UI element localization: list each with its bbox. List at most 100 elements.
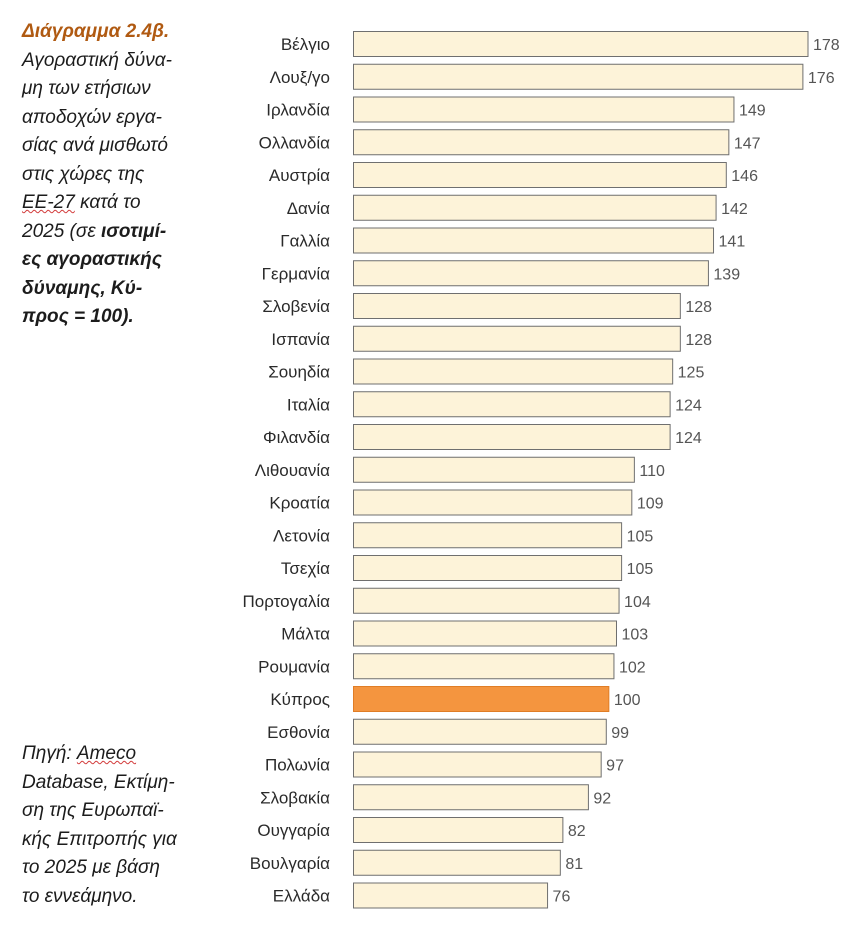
bar-24 xyxy=(353,784,589,811)
source-line: το εννεάμηνο. xyxy=(22,885,138,907)
value-label: 128 xyxy=(685,332,712,349)
value-label: 139 xyxy=(713,266,740,283)
category-label: Λουξ/γο xyxy=(270,68,330,87)
bar-13 xyxy=(353,424,671,450)
source-line: κής Επιτροπής για xyxy=(22,828,177,850)
bar-25 xyxy=(353,817,564,843)
bar-5 xyxy=(353,162,727,188)
value-label: 128 xyxy=(685,299,712,316)
caption-line: αποδοχών εργα- xyxy=(22,106,162,128)
category-label: Εσθονία xyxy=(267,723,330,742)
caption-title-prefix: Διάγραμμα xyxy=(22,21,126,42)
value-label: 97 xyxy=(606,758,624,775)
category-label: Ιταλία xyxy=(287,395,330,414)
value-label: 142 xyxy=(721,201,748,218)
caption-line: δύναμης, Κύ- xyxy=(22,277,143,299)
bar-3 xyxy=(353,96,735,123)
value-label: 99 xyxy=(611,725,629,742)
caption-line: σίας ανά μισθωτό xyxy=(22,135,168,156)
category-label: Λετονία xyxy=(273,526,330,545)
bar-26 xyxy=(353,849,561,876)
source-note: Πηγή: Ameco Database, Εκτίμη- ση της Ευρ… xyxy=(22,740,212,911)
category-label: Γερμανία xyxy=(262,264,331,283)
category-label: Λιθουανία xyxy=(255,461,330,480)
source-line: το 2025 με βάση xyxy=(22,857,160,878)
source-prefix: Πηγή: xyxy=(22,743,77,764)
value-label: 110 xyxy=(639,463,665,480)
bar-9 xyxy=(353,293,681,319)
category-label: Φιλανδία xyxy=(263,428,330,447)
chart-caption: Διάγραμμα 2.4β. Αγοραστική δύνα- μη των … xyxy=(22,18,212,332)
value-label: 178 xyxy=(813,37,840,54)
caption-title-number: 2.4β. xyxy=(125,21,170,42)
value-label: 100 xyxy=(614,692,641,709)
caption-line7-plain: 2025 (σε xyxy=(22,220,101,242)
value-label: 105 xyxy=(627,561,654,578)
caption-line: στις χώρες της xyxy=(22,163,145,185)
bar-1 xyxy=(353,31,809,57)
category-label: Κροατία xyxy=(269,494,330,513)
bar-21 xyxy=(353,686,610,712)
bar-17 xyxy=(353,555,623,581)
category-label: Σλοβακία xyxy=(260,788,330,807)
value-label: 81 xyxy=(565,856,583,873)
caption-line: ΕΕ-27 κατά το xyxy=(22,189,212,218)
category-label: Σουηδία xyxy=(268,363,330,382)
value-label: 141 xyxy=(719,234,746,251)
category-label: Μάλτα xyxy=(281,625,330,644)
category-label: Ολλανδία xyxy=(259,133,331,152)
value-label: 125 xyxy=(678,365,705,382)
category-label: Κύπρος xyxy=(270,690,330,709)
category-label: Πορτογαλία xyxy=(242,592,330,611)
value-label: 176 xyxy=(808,70,835,87)
value-label: 124 xyxy=(675,397,702,414)
source-ameco: Ameco xyxy=(76,743,137,764)
bar-7 xyxy=(353,227,715,254)
category-label: Δανία xyxy=(287,199,330,218)
value-label: 92 xyxy=(593,790,611,807)
value-label: 76 xyxy=(553,889,571,906)
value-label: 104 xyxy=(624,594,651,611)
value-label: 109 xyxy=(637,496,664,513)
category-label: Ιρλανδία xyxy=(266,101,330,120)
category-label: Ελλάδα xyxy=(273,887,330,906)
bar-20 xyxy=(353,653,615,680)
category-label: Τσεχία xyxy=(281,559,330,578)
caption-line: Αγοραστική δύνα- xyxy=(22,49,172,71)
value-label: 103 xyxy=(621,627,648,644)
category-label: Πολωνία xyxy=(265,756,330,775)
value-label: 124 xyxy=(675,430,702,447)
source-line: Πηγή: Ameco xyxy=(22,740,212,769)
caption-line7-bold: ισοτιμί- xyxy=(100,220,167,242)
bar-22 xyxy=(353,718,607,745)
value-label: 147 xyxy=(734,135,761,152)
source-line: ση της Ευρωπαϊ- xyxy=(22,800,164,821)
bar-11 xyxy=(353,358,674,385)
source-line: Database, Εκτίμη- xyxy=(22,771,175,793)
value-label: 102 xyxy=(619,659,646,676)
bar-23 xyxy=(353,751,602,778)
category-label: Βουλγαρία xyxy=(250,854,330,873)
bar-6 xyxy=(353,194,717,221)
caption-line: μη των ετήσιων xyxy=(22,78,151,99)
bar-2 xyxy=(353,63,804,90)
bar-14 xyxy=(353,456,635,483)
caption-line: ες αγοραστικής xyxy=(22,249,162,270)
category-label: Αυστρία xyxy=(269,166,330,185)
value-label: 146 xyxy=(731,168,758,185)
bar-19 xyxy=(353,620,617,647)
category-label: Ρουμανία xyxy=(258,657,330,676)
value-label: 149 xyxy=(739,103,766,120)
bar-18 xyxy=(353,587,620,614)
bar-4 xyxy=(353,129,730,156)
bar-8 xyxy=(353,260,709,287)
category-label: Ισπανία xyxy=(271,330,330,349)
caption-line6-rest: κατά το xyxy=(74,192,141,213)
caption-ee27: ΕΕ-27 xyxy=(22,192,75,213)
category-label: Γαλλία xyxy=(280,232,330,251)
category-label: Σλοβενία xyxy=(262,297,330,316)
value-label: 82 xyxy=(568,823,586,840)
category-label: Βέλγιο xyxy=(281,35,330,54)
bar-10 xyxy=(353,325,681,352)
